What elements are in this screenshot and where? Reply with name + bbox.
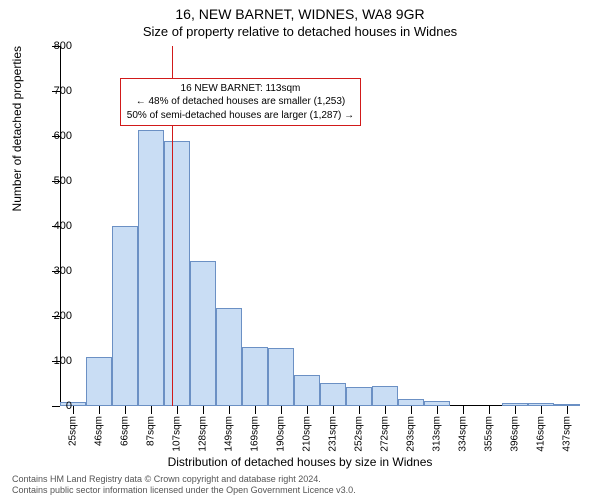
- y-axis-label: Number of detached properties: [10, 0, 24, 226]
- x-tick-label: 87sqm: [146, 416, 157, 446]
- x-tick-label: 46sqm: [94, 416, 105, 446]
- x-tick: [359, 406, 360, 414]
- histogram-bar: [346, 387, 372, 406]
- x-tick-label: 396sqm: [510, 416, 521, 452]
- x-tick-label: 66sqm: [120, 416, 131, 446]
- x-tick: [567, 406, 568, 414]
- x-tick: [411, 406, 412, 414]
- x-tick: [385, 406, 386, 414]
- histogram-bar: [190, 261, 216, 406]
- x-tick-label: 252sqm: [354, 416, 365, 452]
- x-tick: [255, 406, 256, 414]
- y-tick-label: 400: [32, 220, 72, 232]
- x-tick: [489, 406, 490, 414]
- histogram-bar: [268, 348, 294, 407]
- x-tick-label: 231sqm: [328, 416, 339, 452]
- x-tick: [515, 406, 516, 414]
- attribution-footer: Contains HM Land Registry data © Crown c…: [12, 474, 356, 497]
- histogram-bar: [242, 347, 268, 406]
- y-tick-label: 700: [32, 85, 72, 97]
- y-tick-label: 0: [32, 400, 72, 412]
- x-tick: [463, 406, 464, 414]
- title-sub: Size of property relative to detached ho…: [0, 24, 600, 39]
- title-main: 16, NEW BARNET, WIDNES, WA8 9GR: [0, 6, 600, 22]
- histogram-bar: [216, 308, 242, 406]
- x-tick-label: 107sqm: [172, 416, 183, 452]
- histogram-bar: [138, 130, 164, 406]
- histogram-bar: [294, 375, 320, 407]
- histogram-bar: [372, 386, 398, 406]
- callout-line: ← 48% of detached houses are smaller (1,…: [127, 95, 354, 109]
- callout-line: 16 NEW BARNET: 113sqm: [127, 82, 354, 96]
- y-tick-label: 500: [32, 175, 72, 187]
- x-tick-label: 293sqm: [406, 416, 417, 452]
- x-tick-label: 25sqm: [68, 416, 79, 446]
- x-tick: [229, 406, 230, 414]
- callout-box: 16 NEW BARNET: 113sqm← 48% of detached h…: [120, 78, 361, 127]
- histogram-bar: [398, 399, 424, 406]
- histogram-bar: [112, 226, 138, 406]
- x-axis-label: Distribution of detached houses by size …: [0, 455, 600, 469]
- x-tick: [99, 406, 100, 414]
- x-tick-label: 437sqm: [562, 416, 573, 452]
- y-tick-label: 600: [32, 130, 72, 142]
- callout-line: 50% of semi-detached houses are larger (…: [127, 109, 354, 123]
- x-tick: [281, 406, 282, 414]
- x-tick-label: 169sqm: [250, 416, 261, 452]
- histogram-bar: [164, 141, 190, 407]
- x-tick-label: 210sqm: [302, 416, 313, 452]
- chart-container: 16, NEW BARNET, WIDNES, WA8 9GR Size of …: [0, 0, 600, 500]
- plot-area: 25sqm46sqm66sqm87sqm107sqm128sqm149sqm16…: [60, 46, 580, 406]
- x-tick: [151, 406, 152, 414]
- x-tick-label: 334sqm: [458, 416, 469, 452]
- x-tick: [333, 406, 334, 414]
- y-tick-label: 800: [32, 40, 72, 52]
- y-tick-label: 200: [32, 310, 72, 322]
- x-tick-label: 313sqm: [432, 416, 443, 452]
- x-tick-label: 128sqm: [198, 416, 209, 452]
- x-tick: [73, 406, 74, 414]
- histogram-bar: [86, 357, 112, 406]
- y-tick-label: 100: [32, 355, 72, 367]
- x-tick: [125, 406, 126, 414]
- x-tick: [437, 406, 438, 414]
- x-tick-label: 272sqm: [380, 416, 391, 452]
- x-tick: [203, 406, 204, 414]
- x-tick-label: 190sqm: [276, 416, 287, 452]
- x-tick: [541, 406, 542, 414]
- x-tick-label: 149sqm: [224, 416, 235, 452]
- footer-line: Contains HM Land Registry data © Crown c…: [12, 474, 356, 485]
- x-tick-label: 416sqm: [536, 416, 547, 452]
- y-tick-label: 300: [32, 265, 72, 277]
- footer-line: Contains public sector information licen…: [12, 485, 356, 496]
- x-tick: [307, 406, 308, 414]
- x-tick: [177, 406, 178, 414]
- histogram-bar: [320, 383, 346, 406]
- x-tick-label: 355sqm: [484, 416, 495, 452]
